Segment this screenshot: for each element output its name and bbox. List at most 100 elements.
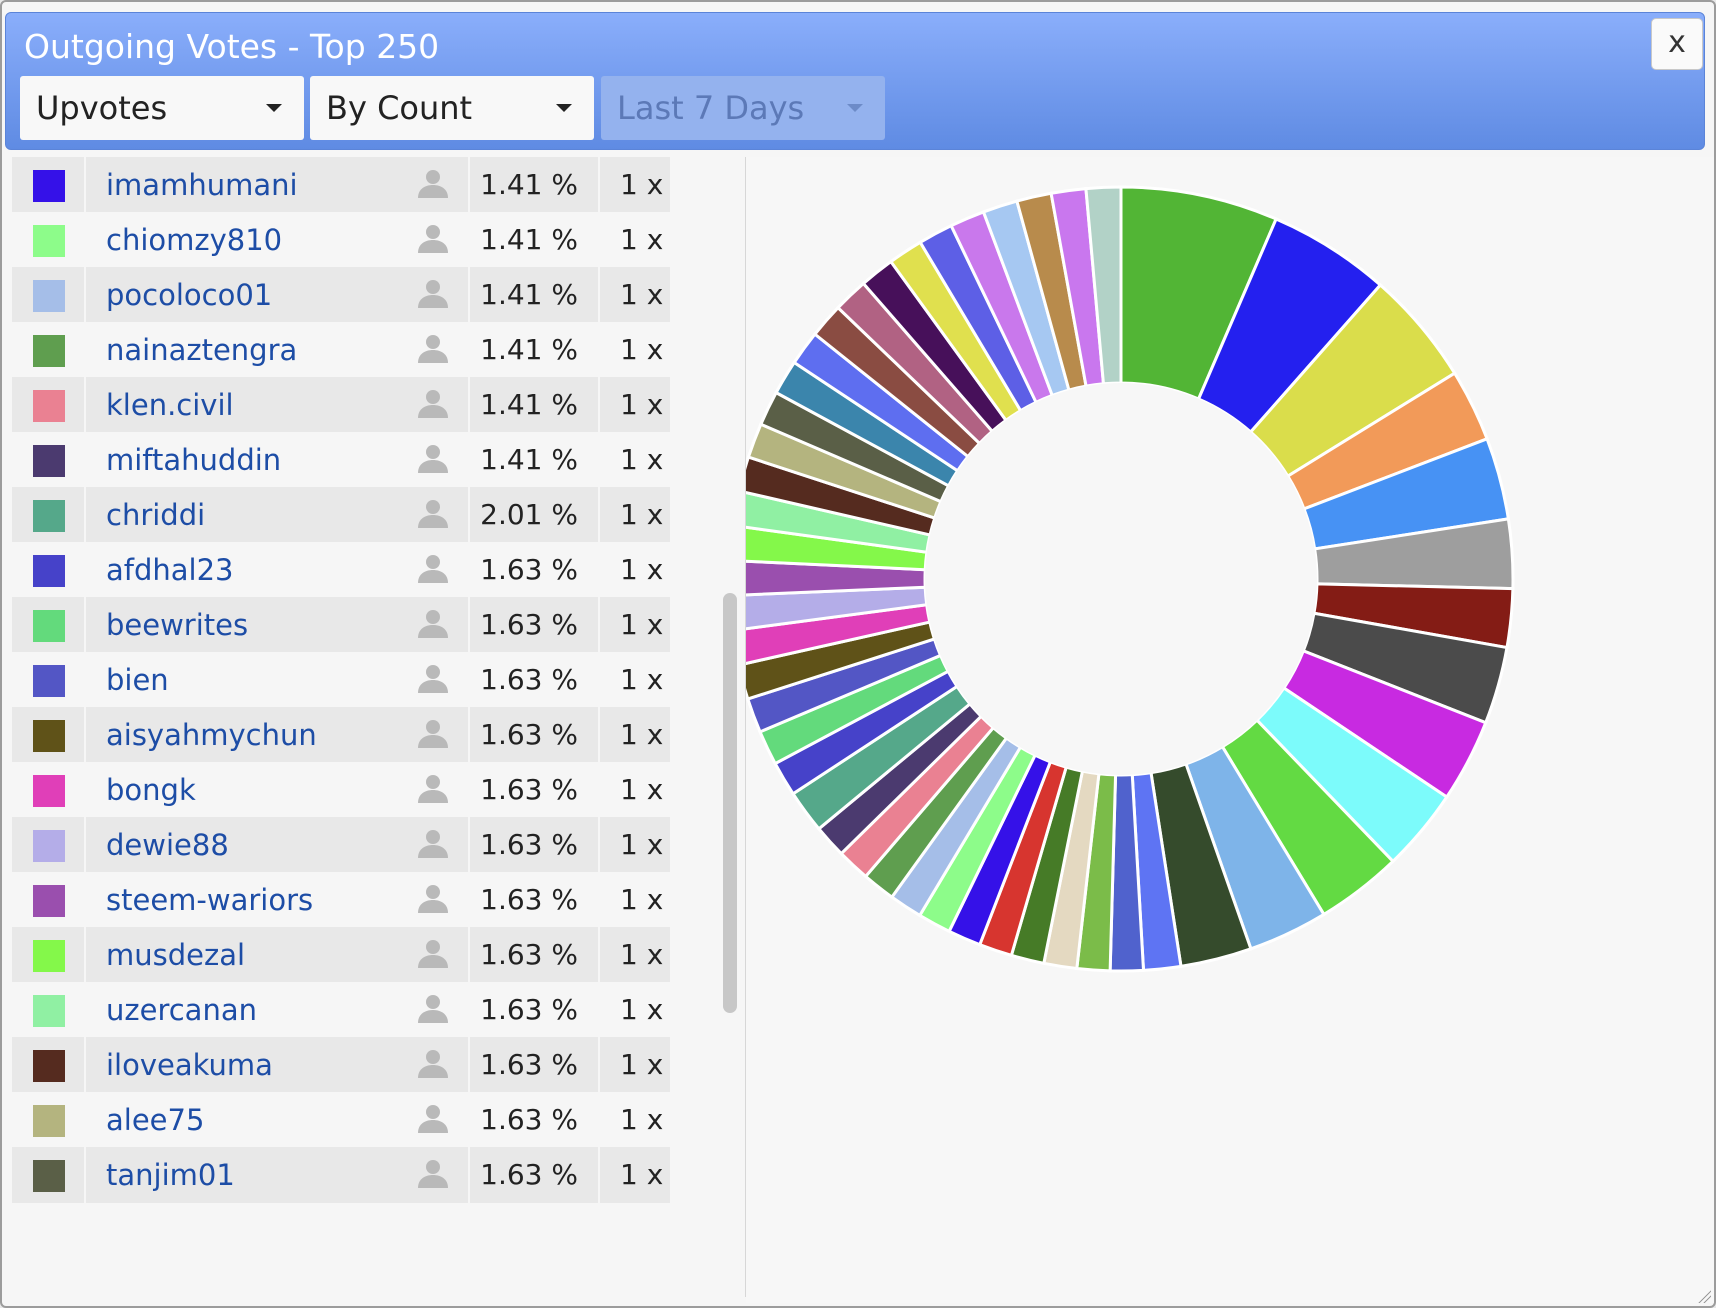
color-swatch — [33, 1050, 65, 1082]
name-cell: klen.civil — [86, 377, 468, 433]
vote-count: 1 x — [620, 1158, 664, 1191]
vote-count: 1 x — [620, 993, 664, 1026]
user-profile-icon[interactable] — [416, 389, 450, 419]
vote-percent: 1.41 % — [480, 223, 578, 256]
username-link[interactable]: chiomzy810 — [106, 223, 283, 257]
username-link[interactable]: steem-wariors — [106, 883, 314, 917]
resize-handle-icon[interactable] — [1697, 1289, 1711, 1303]
vote-percent: 1.63 % — [480, 718, 578, 751]
username-link[interactable]: pocoloco01 — [106, 278, 273, 312]
vote-percent: 1.63 % — [480, 883, 578, 916]
color-cell — [12, 597, 84, 653]
user-profile-icon[interactable] — [416, 1049, 450, 1079]
username-link[interactable]: bongk — [106, 773, 196, 807]
user-profile-icon[interactable] — [416, 279, 450, 309]
color-swatch — [33, 445, 65, 477]
vote-percent: 1.41 % — [480, 168, 578, 201]
scrollbar-thumb[interactable] — [723, 593, 737, 1013]
count-cell: 1 x — [600, 542, 670, 598]
dialog-header: Outgoing Votes - Top 250 Upvotes By Coun… — [5, 12, 1705, 150]
sort-mode-select[interactable]: By Count — [310, 76, 594, 140]
count-cell: 1 x — [600, 762, 670, 818]
percent-cell: 1.41 % — [470, 377, 598, 433]
color-cell — [12, 432, 84, 488]
color-swatch — [33, 830, 65, 862]
color-swatch — [33, 390, 65, 422]
color-cell — [12, 982, 84, 1038]
count-cell: 1 x — [600, 707, 670, 763]
user-profile-icon[interactable] — [416, 224, 450, 254]
name-cell: uzercanan — [86, 982, 468, 1038]
user-profile-icon[interactable] — [416, 774, 450, 804]
table-row: chiomzy810 1.41 % 1 x — [12, 212, 670, 268]
color-swatch — [33, 665, 65, 697]
user-profile-icon[interactable] — [416, 1104, 450, 1134]
color-swatch — [33, 775, 65, 807]
percent-cell: 1.41 % — [470, 322, 598, 378]
user-profile-icon[interactable] — [416, 609, 450, 639]
vote-distribution-donut-chart — [746, 185, 1515, 973]
username-link[interactable]: chriddi — [106, 498, 206, 532]
username-link[interactable]: miftahuddin — [106, 443, 282, 477]
user-profile-icon[interactable] — [416, 939, 450, 969]
username-link[interactable]: tanjim01 — [106, 1158, 235, 1192]
vote-percent: 1.63 % — [480, 1048, 578, 1081]
name-cell: nainaztengra — [86, 322, 468, 378]
table-row: pocoloco01 1.41 % 1 x — [12, 267, 670, 323]
color-swatch — [33, 500, 65, 532]
user-profile-icon[interactable] — [416, 334, 450, 364]
count-cell: 1 x — [600, 597, 670, 653]
user-profile-icon[interactable] — [416, 1159, 450, 1189]
percent-cell: 1.63 % — [470, 652, 598, 708]
vote-type-select[interactable]: Upvotes — [20, 76, 304, 140]
close-button[interactable]: x — [1651, 18, 1703, 70]
name-cell: iloveakuma — [86, 1037, 468, 1093]
username-link[interactable]: aisyahmychun — [106, 718, 317, 752]
table-row: steem-wariors 1.63 % 1 x — [12, 872, 670, 928]
user-profile-icon[interactable] — [416, 664, 450, 694]
username-link[interactable]: bien — [106, 663, 169, 697]
count-cell: 1 x — [600, 432, 670, 488]
user-profile-icon[interactable] — [416, 169, 450, 199]
username-link[interactable]: imamhumani — [106, 168, 298, 202]
username-link[interactable]: klen.civil — [106, 388, 234, 422]
vote-count: 1 x — [620, 718, 664, 751]
chart-area — [746, 157, 1714, 1303]
user-profile-icon[interactable] — [416, 499, 450, 529]
username-link[interactable]: afdhal23 — [106, 553, 234, 587]
name-cell: imamhumani — [86, 157, 468, 213]
user-profile-icon[interactable] — [416, 444, 450, 474]
username-link[interactable]: iloveakuma — [106, 1048, 273, 1082]
vote-count: 1 x — [620, 608, 664, 641]
percent-cell: 1.63 % — [470, 982, 598, 1038]
table-row: iloveakuma 1.63 % 1 x — [12, 1037, 670, 1093]
vote-count: 1 x — [620, 278, 664, 311]
percent-cell: 1.63 % — [470, 927, 598, 983]
table-row: miftahuddin 1.41 % 1 x — [12, 432, 670, 488]
percent-cell: 1.41 % — [470, 212, 598, 268]
table-row: tanjim01 1.63 % 1 x — [12, 1147, 670, 1203]
count-cell: 1 x — [600, 322, 670, 378]
user-profile-icon[interactable] — [416, 884, 450, 914]
color-swatch — [33, 1160, 65, 1192]
table-row: afdhal23 1.63 % 1 x — [12, 542, 670, 598]
user-profile-icon[interactable] — [416, 829, 450, 859]
user-profile-icon[interactable] — [416, 719, 450, 749]
color-swatch — [33, 995, 65, 1027]
user-profile-icon[interactable] — [416, 554, 450, 584]
vote-count: 1 x — [620, 773, 664, 806]
username-link[interactable]: alee75 — [106, 1103, 205, 1137]
user-profile-icon[interactable] — [416, 994, 450, 1024]
name-cell: chriddi — [86, 487, 468, 543]
username-link[interactable]: uzercanan — [106, 993, 257, 1027]
table-scrollbar[interactable] — [714, 157, 744, 1297]
username-link[interactable]: nainaztengra — [106, 333, 298, 367]
username-link[interactable]: dewie88 — [106, 828, 229, 862]
panel-divider — [745, 157, 746, 1297]
username-link[interactable]: beewrites — [106, 608, 249, 642]
chevron-down-icon — [266, 104, 282, 112]
table-row: alee75 1.63 % 1 x — [12, 1092, 670, 1148]
percent-cell: 1.63 % — [470, 1092, 598, 1148]
color-cell — [12, 212, 84, 268]
username-link[interactable]: musdezal — [106, 938, 246, 972]
